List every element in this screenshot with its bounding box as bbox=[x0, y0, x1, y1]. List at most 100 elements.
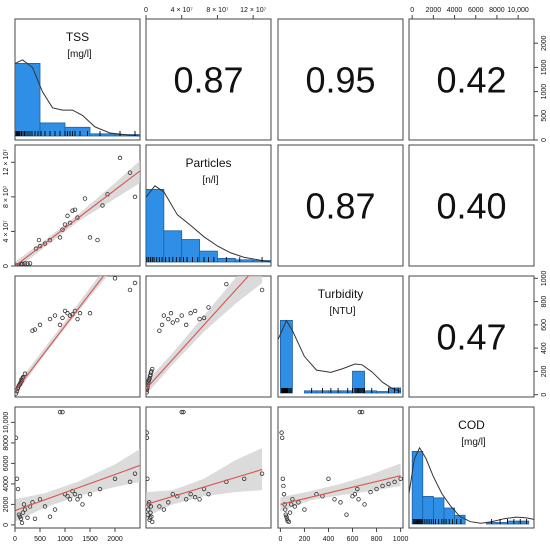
scatter-point bbox=[57, 235, 63, 240]
scatter-point bbox=[259, 287, 265, 293]
scatter-point bbox=[284, 516, 290, 521]
scatter-point bbox=[242, 476, 247, 481]
scatter-point bbox=[380, 483, 385, 489]
scatter-point bbox=[146, 435, 150, 440]
scatter-point bbox=[350, 494, 355, 499]
variable-name: Particles bbox=[185, 156, 231, 170]
scatter-point bbox=[112, 276, 118, 281]
x-tick-label: 8000 bbox=[489, 7, 505, 14]
scatter-point bbox=[127, 479, 133, 485]
scatter-point bbox=[117, 155, 123, 161]
scatter-point bbox=[22, 371, 28, 376]
scatter-panel-turbidity-vs-particles bbox=[146, 276, 265, 395]
panel-frame-3-3 bbox=[277, 275, 404, 398]
density-curve bbox=[146, 185, 271, 263]
scatter-point bbox=[132, 280, 138, 286]
scatter-point bbox=[75, 497, 80, 502]
y-tick-label: 8 × 10⁷ bbox=[3, 185, 10, 208]
fit-line bbox=[280, 475, 401, 505]
scatter-point bbox=[72, 491, 78, 497]
histogram-bar bbox=[39, 122, 66, 137]
scatter-point bbox=[15, 476, 20, 481]
y-tick-label: 1000 bbox=[541, 84, 548, 100]
scatter-point bbox=[157, 328, 162, 333]
x-tick-label: 1500 bbox=[82, 536, 98, 543]
histogram-bar bbox=[364, 390, 377, 394]
scatter-point bbox=[146, 390, 149, 395]
scatter-point bbox=[15, 486, 21, 492]
scatter-point bbox=[20, 375, 26, 380]
scatter-point bbox=[112, 476, 118, 481]
y-tick-label: 8000 bbox=[3, 435, 10, 451]
scatter-point bbox=[100, 203, 105, 208]
scatter-point bbox=[87, 491, 93, 497]
scatter-point bbox=[281, 491, 287, 497]
histogram-bar bbox=[507, 520, 519, 525]
scatter-point bbox=[42, 241, 48, 246]
y-tick-label: 0 bbox=[541, 138, 548, 142]
histogram-bar bbox=[15, 63, 41, 137]
x-tick-label: 0 bbox=[144, 7, 148, 14]
correlation-label: 0.42 bbox=[436, 60, 506, 101]
scatter-point bbox=[127, 170, 133, 175]
scatter-point bbox=[15, 435, 19, 440]
scatter-point bbox=[37, 322, 43, 328]
panel-frame-3-1 bbox=[14, 275, 141, 398]
scatter-panel-particles-vs-tss bbox=[15, 155, 140, 266]
histogram-bar bbox=[376, 391, 389, 394]
panel-frame-2-4 bbox=[408, 144, 535, 267]
scatter-point bbox=[338, 500, 343, 505]
scatter-point bbox=[57, 322, 63, 328]
scatter-point bbox=[283, 507, 288, 512]
scatter-point bbox=[60, 227, 65, 232]
scatter-point bbox=[362, 502, 367, 507]
scatter-point bbox=[368, 489, 373, 495]
confidence-band bbox=[146, 276, 263, 395]
scatter-point bbox=[52, 313, 58, 318]
scatter-point bbox=[170, 320, 175, 325]
scatter-panel-turbidity-vs-tss bbox=[15, 276, 138, 396]
scatter-point bbox=[25, 515, 30, 520]
scatter-point bbox=[72, 207, 78, 213]
scatter-point bbox=[183, 322, 189, 328]
scatter-point bbox=[149, 514, 154, 519]
histogram-bar bbox=[496, 522, 508, 525]
confidence-band bbox=[146, 448, 263, 517]
variable-name: TSS bbox=[66, 30, 89, 44]
scatter-point bbox=[80, 502, 85, 507]
scatter-point bbox=[22, 261, 28, 266]
scatter-point bbox=[289, 502, 294, 507]
scatter-point bbox=[132, 194, 138, 200]
scatter-point bbox=[65, 213, 70, 219]
y-tick-label: 2000 bbox=[3, 497, 10, 513]
scatter-point bbox=[168, 311, 174, 316]
scatter-point bbox=[181, 409, 186, 415]
scatter-point bbox=[157, 504, 162, 509]
histogram-bar bbox=[340, 390, 353, 394]
scatter-point bbox=[206, 491, 211, 497]
scatter-point bbox=[179, 409, 184, 415]
scatter-point bbox=[42, 504, 48, 509]
x-tick-label: 8 × 10⁷ bbox=[206, 7, 229, 14]
scatter-point bbox=[286, 519, 292, 525]
scatter-point bbox=[281, 483, 286, 489]
variable-unit: [NTU] bbox=[329, 306, 355, 317]
scatter-point bbox=[374, 486, 379, 492]
y-tick-label: 4 × 10⁷ bbox=[3, 220, 10, 243]
y-tick-label: 1500 bbox=[541, 60, 548, 76]
correlation-label: 0.40 bbox=[436, 186, 506, 227]
scatter-point bbox=[359, 409, 365, 415]
x-tick-label: 2000 bbox=[426, 7, 442, 14]
histogram-turbidity bbox=[278, 319, 401, 394]
scatter-point bbox=[62, 222, 68, 227]
scatter-point bbox=[146, 507, 151, 512]
scatter-point bbox=[67, 497, 73, 502]
scatter-point bbox=[282, 502, 287, 507]
scatter-point bbox=[16, 512, 22, 517]
y-tick-label: 400 bbox=[541, 342, 548, 354]
scatter-point bbox=[15, 391, 19, 396]
scatter-point bbox=[201, 315, 207, 321]
x-tick-label: 500 bbox=[34, 536, 46, 543]
scatter-point bbox=[284, 514, 289, 519]
scatter-point bbox=[149, 369, 154, 374]
